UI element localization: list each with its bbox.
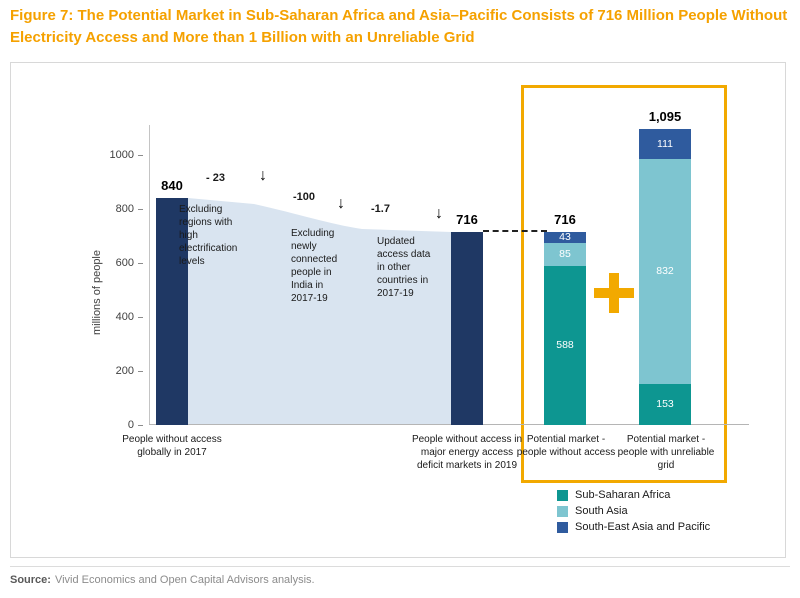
segment-south-east-asia: 111 (639, 129, 691, 160)
segment-value-label: 832 (656, 265, 674, 278)
legend: Sub-Saharan Africa South Asia South-East… (557, 489, 710, 533)
chart-panel: millions of people 0 200 400 (10, 62, 786, 558)
segment-value-label: 111 (657, 137, 673, 150)
x-axis-label: Potential market - people without access (516, 434, 616, 458)
bar-value-label: 840 (161, 178, 183, 194)
stacked-bar-without-access: 716 43 85 588 (544, 212, 586, 425)
down-arrow-icon: ↓ (337, 195, 345, 212)
down-arrow-icon: ↓ (259, 167, 267, 184)
step-value-label: - 23 (206, 172, 225, 184)
legend-swatch-south-asia (557, 505, 568, 517)
legend-item: South Asia (557, 505, 710, 517)
step-annotation: Excluding newly connected people in Indi… (291, 228, 338, 304)
y-axis-tick: 600 (93, 257, 143, 269)
step-value-label: -1.7 (371, 203, 390, 215)
bar-value-label: 716 (456, 211, 478, 227)
step-annotation: Updated access data in other countries i… (377, 236, 431, 299)
tick-mark-icon (138, 208, 143, 210)
bar-rect (156, 198, 188, 425)
y-tick-label: 800 (115, 203, 134, 215)
step-value-label: -100 (293, 191, 316, 203)
plot-area: 0 200 400 600 800 1000 (110, 109, 749, 471)
tick-mark-icon (138, 154, 143, 156)
segment-south-asia: 85 (544, 243, 586, 267)
y-tick-label: 0 (127, 419, 134, 431)
legend-label: South Asia (575, 505, 628, 517)
y-tick-label: 200 (115, 365, 134, 377)
segment-sub-saharan-africa: 153 (639, 383, 691, 425)
x-axis-label: People without access globally in 2017 (122, 434, 222, 458)
legend-label: South-East Asia and Pacific (575, 521, 711, 533)
bar-without-access-2019: 716 (451, 212, 483, 425)
segment-value-label: 588 (556, 339, 574, 352)
tick-mark-icon (138, 370, 143, 372)
y-axis-tick: 400 (93, 311, 143, 323)
plus-icon (594, 273, 634, 313)
bar-total-label: 716 (554, 211, 576, 227)
segment-value-label: 153 (656, 398, 674, 411)
source-text: Vivid Economics and Open Capital Advisor… (54, 574, 315, 586)
source-label: Source: (10, 574, 51, 586)
y-axis-tick: 800 (93, 203, 143, 215)
legend-label: Sub-Saharan Africa (575, 489, 671, 501)
highlight-box (521, 85, 727, 483)
y-axis-tick: 200 (93, 365, 143, 377)
x-axis-label: People without access in major energy ac… (411, 434, 523, 471)
segment-sub-saharan-africa: 588 (544, 266, 586, 425)
y-axis-tick: 1000 (93, 149, 143, 161)
plus-vertical-bar (609, 273, 619, 313)
legend-swatch-sub-saharan-africa (557, 489, 568, 501)
down-arrow-icon: ↓ (435, 205, 443, 222)
y-tick-label: 400 (115, 311, 134, 323)
waterfall-shape (188, 198, 451, 425)
segment-value-label: 85 (559, 248, 571, 261)
source-note: Source: Vivid Economics and Open Capital … (10, 566, 790, 586)
segment-south-east-asia: 43 (544, 231, 586, 244)
legend-item: Sub-Saharan Africa (557, 489, 710, 501)
x-axis-label: Potential market - people with unreliabl… (617, 434, 715, 471)
legend-item: South-East Asia and Pacific (557, 521, 710, 533)
stacked-bar-unreliable-grid: 1,095 111 832 153 (639, 109, 691, 425)
segment-value-label: 43 (559, 231, 571, 244)
step-annotation: Excluding regions with high electrificat… (179, 204, 238, 267)
y-axis-tick: 0 (93, 419, 143, 431)
waterfall-area (188, 198, 451, 425)
tick-mark-icon (138, 262, 143, 264)
dashed-connector (483, 229, 547, 232)
y-axis-line (149, 125, 150, 425)
legend-swatch-south-east-asia (557, 521, 568, 533)
x-axis-baseline (149, 424, 749, 425)
tick-mark-icon (138, 316, 143, 318)
tick-mark-icon (138, 424, 143, 426)
bar-without-access-2017: 840 (156, 178, 188, 425)
y-tick-label: 600 (115, 257, 134, 269)
bar-total-label: 1,095 (648, 109, 682, 125)
segment-south-asia: 832 (639, 159, 691, 384)
bar-rect (451, 231, 483, 425)
y-tick-label: 1000 (109, 149, 134, 161)
figure-title: Figure 7: The Potential Market in Sub-Sa… (10, 7, 788, 46)
